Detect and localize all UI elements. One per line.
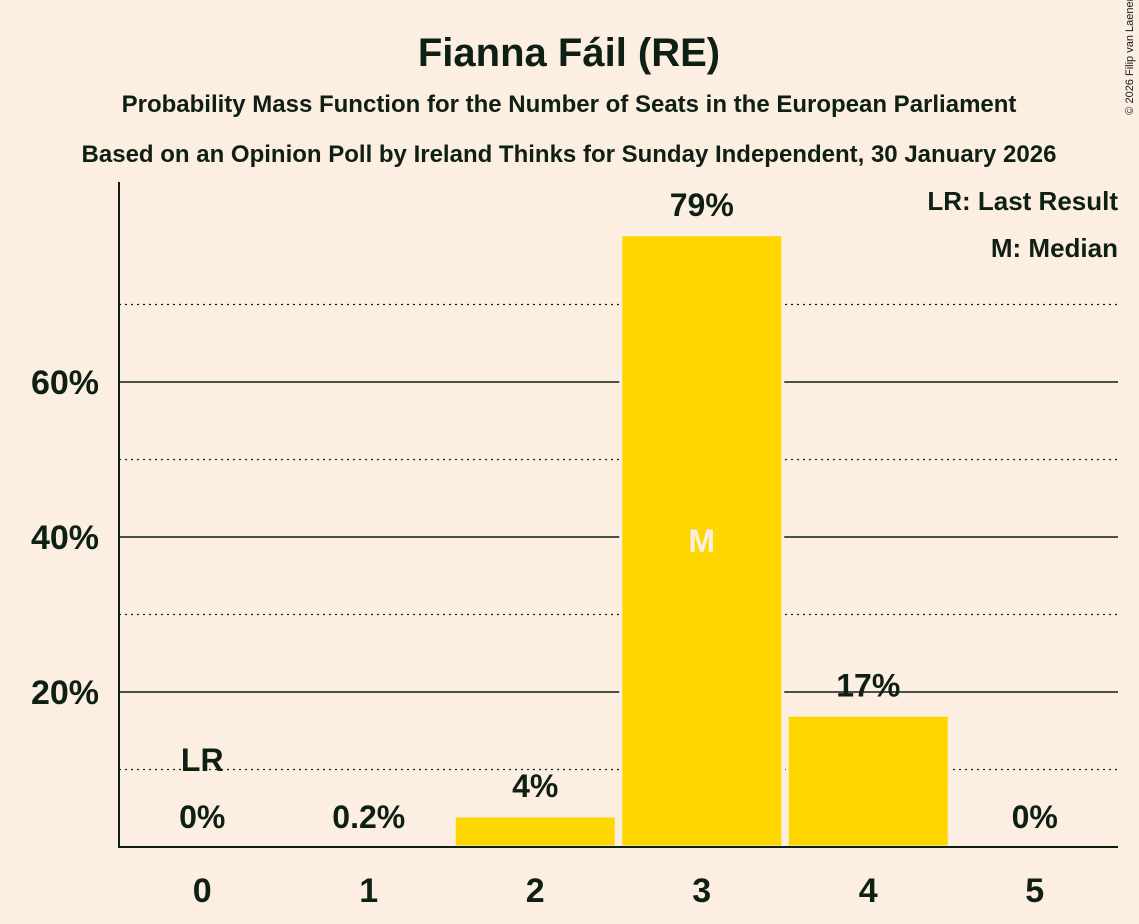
bar xyxy=(452,814,618,849)
bar xyxy=(785,713,951,849)
gridlines xyxy=(119,303,1118,771)
labels: 20% 40% 60% 0 1 2 3 4 5 0% 0.2% 4% 79% 17% 0% LR M xyxy=(31,187,1058,910)
bar-value-label: 17% xyxy=(836,667,900,703)
x-tick-label: 1 xyxy=(359,872,378,910)
bars xyxy=(286,233,951,849)
bar-value-label: 4% xyxy=(512,768,558,804)
chart-subtitle-1: Probability Mass Function for the Number… xyxy=(122,91,1017,118)
legend-last-result: LR: Last Result xyxy=(927,186,1118,216)
bar-value-label: 0% xyxy=(179,799,225,835)
legend-median: M: Median xyxy=(991,233,1118,263)
x-tick-label: 5 xyxy=(1025,872,1044,910)
copyright-notice: © 2026 Filip van Laenen xyxy=(1124,0,1136,115)
y-tick-label: 40% xyxy=(31,519,99,557)
axes xyxy=(118,182,1118,848)
y-tick-label: 60% xyxy=(31,364,99,402)
x-tick-label: 0 xyxy=(193,872,212,910)
bar-value-label: 0.2% xyxy=(332,799,405,835)
x-tick-label: 4 xyxy=(859,872,878,910)
chart-subtitle-2: Based on an Opinion Poll by Ireland Thin… xyxy=(82,141,1057,168)
x-tick-label: 3 xyxy=(692,872,711,910)
bar-value-label: 0% xyxy=(1012,799,1058,835)
x-tick-label: 2 xyxy=(526,872,545,910)
bar-value-label: 79% xyxy=(670,187,734,223)
chart-title: Fianna Fáil (RE) xyxy=(418,31,720,75)
median-marker: M xyxy=(688,523,715,559)
last-result-marker: LR xyxy=(181,742,224,778)
y-tick-label: 20% xyxy=(31,674,99,712)
